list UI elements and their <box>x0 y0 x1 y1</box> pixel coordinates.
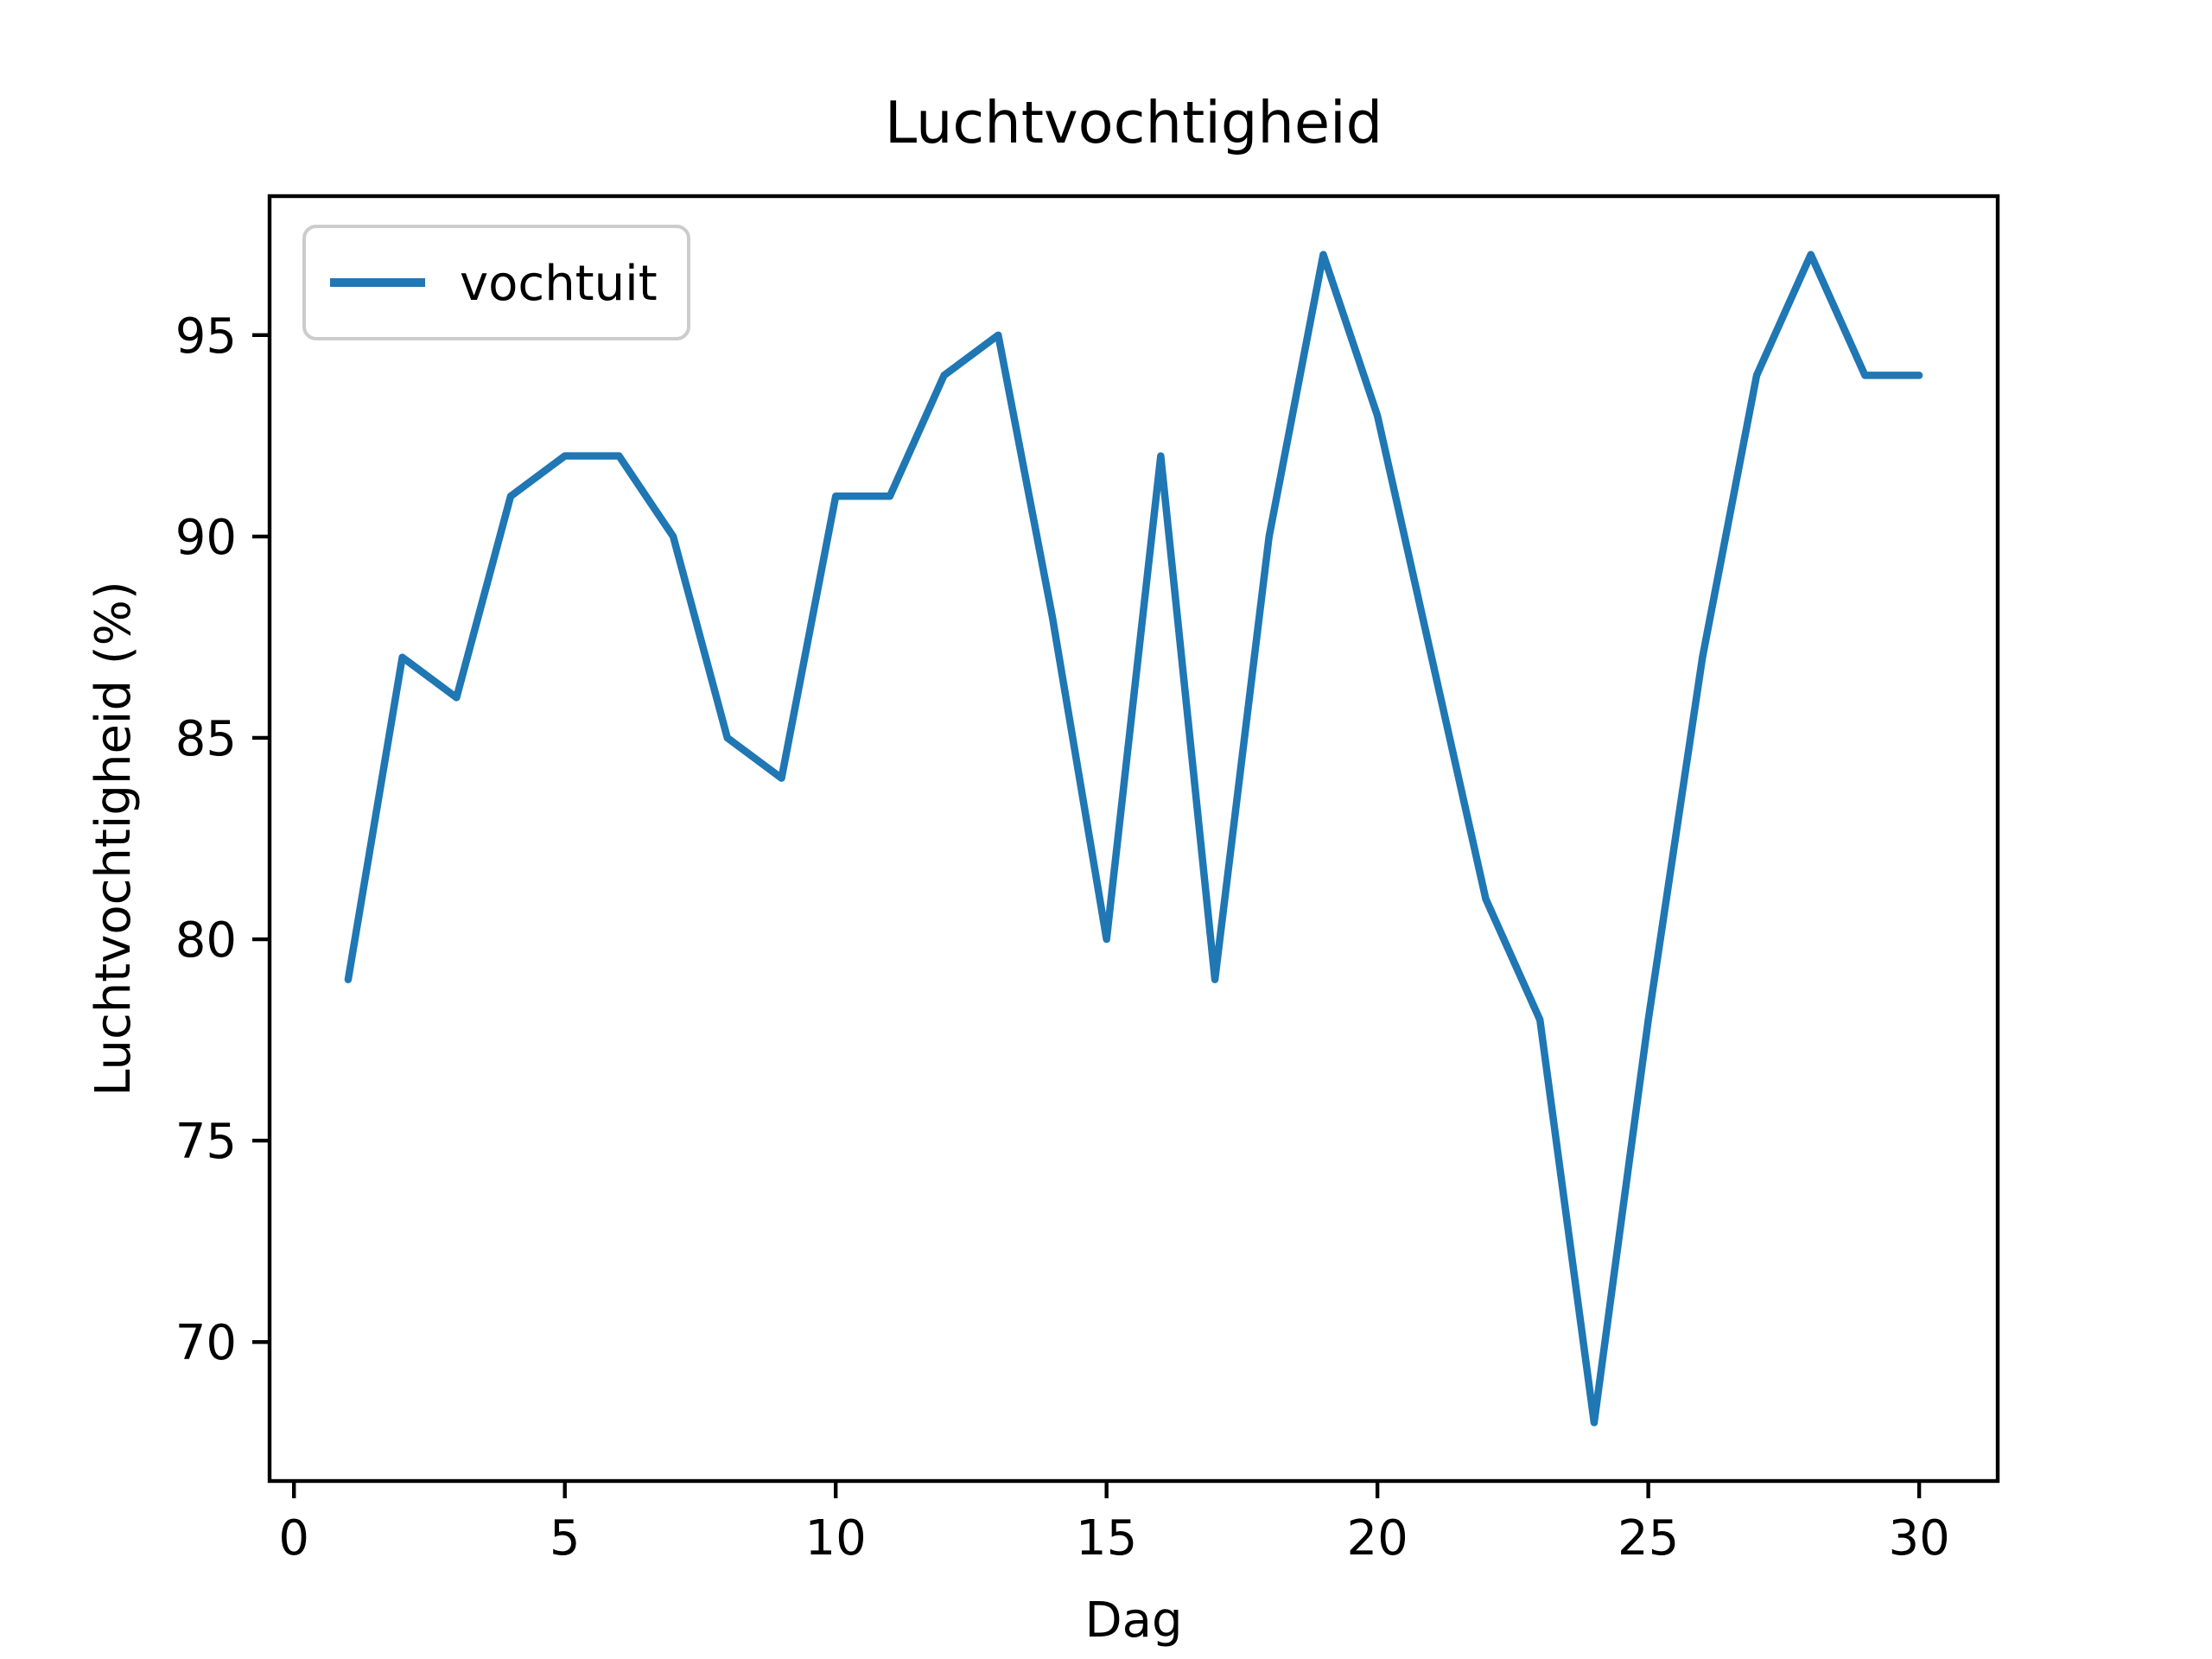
y-axis-label: Luchtvochtigheid (%) <box>86 581 142 1096</box>
y-tick-label: 90 <box>175 510 237 566</box>
y-tick-label: 85 <box>175 711 237 767</box>
x-axis-ticks: 0 5 10 15 20 25 30 <box>278 1481 1950 1567</box>
legend-box <box>302 225 690 340</box>
y-tick-label: 95 <box>175 308 237 365</box>
x-tick-label: 0 <box>278 1510 309 1567</box>
legend-label: vochtuit <box>460 256 658 312</box>
x-tick-label: 15 <box>1076 1510 1137 1567</box>
y-tick-label: 80 <box>175 912 237 969</box>
y-axis-ticks: 70 75 80 85 90 95 <box>175 308 270 1371</box>
x-tick-label: 30 <box>1888 1510 1949 1567</box>
x-tick-label: 25 <box>1618 1510 1679 1567</box>
x-tick-label: 20 <box>1346 1510 1408 1567</box>
chart-title: Luchtvochtigheid <box>885 89 1382 156</box>
y-tick-label: 75 <box>175 1114 237 1170</box>
y-tick-label: 70 <box>175 1315 237 1371</box>
legend: vochtuit <box>302 225 690 340</box>
x-tick-label: 5 <box>550 1510 581 1567</box>
x-axis-label: Dag <box>1085 1592 1183 1649</box>
plot-area-border <box>267 194 2000 1484</box>
series-line-vochtuit <box>344 251 1923 1427</box>
x-tick-label: 10 <box>805 1510 867 1567</box>
